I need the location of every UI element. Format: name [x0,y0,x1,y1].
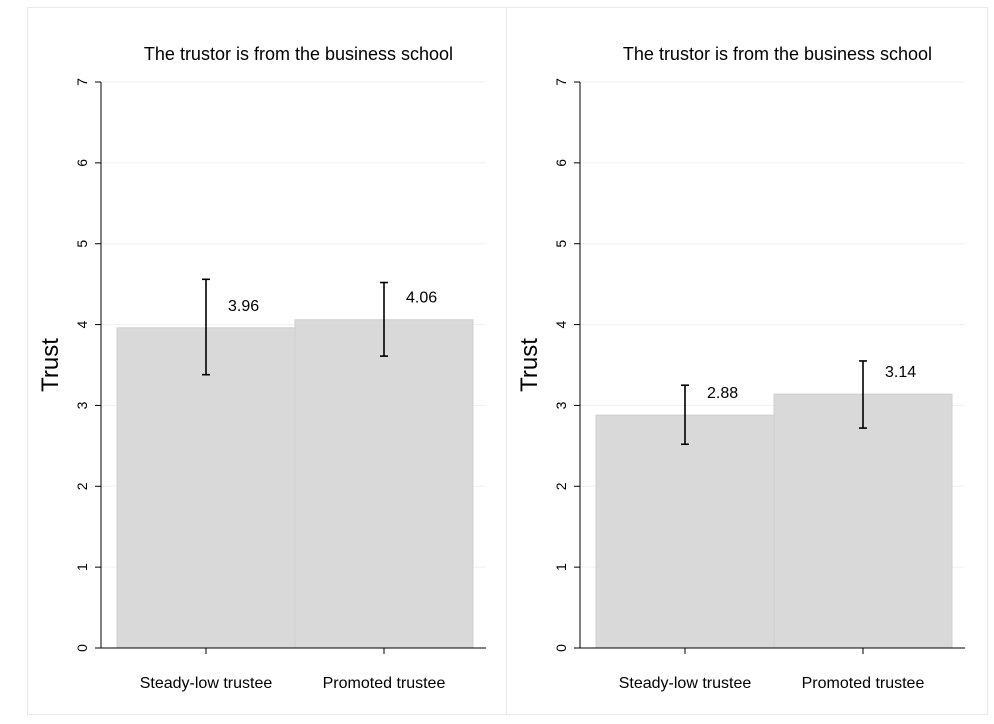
chart-title: The trustor is from the business school [144,44,453,64]
y-tick-label: 4 [74,320,90,328]
y-tick-label: 6 [553,159,569,167]
y-tick-label: 2 [74,482,90,490]
x-category-label: Promoted trustee [802,675,925,692]
data-label-1: 3.14 [885,364,916,381]
x-category-label: Promoted trustee [323,675,446,692]
bar-0 [595,414,775,649]
data-label-0: 3.96 [228,298,259,315]
y-tick-label: 7 [553,78,569,86]
y-axis-label: Trust [516,338,543,392]
bar-0 [116,327,296,649]
x-category-label: Steady-low trustee [140,675,273,692]
y-axis-label: Trust [37,338,64,392]
chart-title: The trustor is from the business school [623,44,932,64]
y-tick-label: 5 [553,240,569,248]
chart-panel-right: 2.88 3.14 0 1 2 3 4 5 6 7 Steady-low trustee Promot… [506,7,988,715]
bar-chart-right: 2.88 3.14 0 1 2 3 4 5 6 7 Steady-low trustee Promot… [516,44,965,692]
x-category-label: Steady-low trustee [619,675,752,692]
bar-1 [773,393,953,649]
chart-panel-left: 3.96 4.06 0 1 2 3 4 5 6 7 Steady-low trustee Promot… [27,7,509,715]
y-tick-label: 4 [553,320,569,328]
y-tick-label: 3 [74,401,90,409]
bar-chart-left: 3.96 4.06 0 1 2 3 4 5 6 7 Steady-low trustee Promot… [37,44,486,692]
y-tick-label: 2 [553,482,569,490]
y-tick-label: 3 [553,401,569,409]
y-tick-label: 1 [74,563,90,571]
y-tick-label: 0 [553,644,569,652]
y-tick-label: 7 [74,78,90,86]
y-tick-label: 6 [74,159,90,167]
data-label-1: 4.06 [406,290,437,307]
data-label-0: 2.88 [707,385,738,402]
y-tick-label: 5 [74,240,90,248]
y-tick-label: 0 [74,644,90,652]
bar-1 [294,319,474,649]
y-tick-label: 1 [553,563,569,571]
